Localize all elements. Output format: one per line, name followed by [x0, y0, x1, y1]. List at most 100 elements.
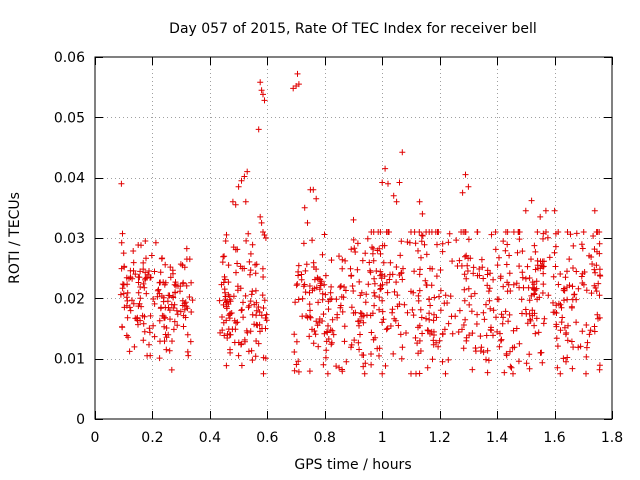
scatter-point	[563, 358, 569, 365]
scatter-point	[295, 81, 302, 88]
scatter-point	[354, 266, 361, 273]
scatter-point	[391, 315, 398, 322]
scatter-point	[262, 355, 269, 362]
scatter-point	[515, 358, 522, 365]
scatter-point	[468, 308, 475, 315]
scatter-point	[339, 265, 346, 272]
scatter-point	[294, 281, 301, 287]
chart-title: Day 057 of 2015, Rate Of TEC Index for r…	[169, 21, 537, 37]
scatter-point	[437, 267, 444, 273]
scatter-point	[295, 368, 302, 375]
scatter-point	[370, 257, 377, 264]
scatter-point	[564, 354, 571, 361]
scatter-point	[295, 296, 302, 303]
scatter-point	[564, 337, 571, 344]
scatter-point	[391, 288, 398, 295]
scatter-point	[478, 256, 485, 263]
scatter-point	[160, 294, 167, 301]
scatter-point	[132, 271, 139, 278]
scatter-point	[234, 319, 241, 326]
scatter-point	[220, 301, 227, 308]
scatter-point	[441, 300, 448, 307]
scatter-point	[229, 326, 236, 333]
scatter-point	[417, 306, 424, 313]
scatter-point	[256, 309, 263, 315]
scatter-point	[315, 343, 322, 350]
scatter-point	[147, 274, 154, 281]
scatter-point	[390, 192, 397, 199]
scatter-point	[216, 297, 223, 304]
scatter-point	[186, 294, 193, 300]
scatter-point	[570, 265, 576, 271]
scatter-point	[506, 270, 513, 277]
scatter-point	[142, 238, 149, 244]
scatter-point	[566, 282, 573, 289]
scatter-point	[596, 240, 603, 247]
scatter-point	[327, 289, 334, 296]
scatter-point	[243, 327, 250, 334]
scatter-point	[245, 230, 252, 237]
scatter-point	[322, 291, 329, 298]
scatter-point	[570, 344, 577, 351]
scatter-point	[573, 319, 580, 326]
scatter-point	[592, 269, 599, 276]
scatter-point	[594, 229, 601, 235]
scatter-point	[262, 235, 269, 241]
scatter-point	[365, 281, 372, 288]
scatter-point	[309, 326, 315, 333]
scatter-point	[364, 235, 371, 242]
scatter-point	[510, 281, 517, 288]
scatter-point	[233, 269, 239, 276]
scatter-point	[419, 210, 426, 217]
scatter-point	[220, 253, 227, 260]
scatter-point	[220, 279, 227, 286]
scatter-point	[492, 246, 499, 253]
scatter-point	[348, 272, 355, 279]
scatter-point	[341, 338, 348, 345]
scatter-point	[505, 281, 512, 288]
scatter-point	[229, 198, 236, 205]
scatter-point	[471, 290, 478, 297]
scatter-point	[313, 266, 320, 273]
scatter-point	[260, 274, 267, 280]
scatter-point	[454, 263, 461, 269]
scatter-point	[137, 284, 144, 290]
scatter-point	[526, 275, 533, 281]
scatter-point	[551, 207, 558, 214]
scatter-point	[189, 297, 196, 304]
scatter-point	[376, 245, 383, 252]
scatter-point	[553, 310, 560, 316]
scatter-point	[459, 326, 465, 333]
scatter-point	[156, 355, 163, 362]
scatter-point	[501, 369, 508, 376]
scatter-point	[261, 297, 268, 304]
scatter-point	[221, 273, 228, 280]
scatter-point	[523, 360, 530, 367]
scatter-point	[247, 298, 254, 305]
scatter-point	[230, 244, 237, 251]
scatter-point	[150, 296, 157, 302]
scatter-point	[327, 327, 334, 333]
scatter-point	[429, 265, 436, 272]
scatter-point	[384, 325, 391, 332]
scatter-point	[319, 251, 326, 258]
scatter-point	[485, 357, 492, 364]
scatter-point	[163, 334, 170, 341]
scatter-point	[439, 358, 446, 365]
scatter-point	[578, 241, 585, 248]
scatter-point	[429, 356, 436, 363]
scatter-point	[591, 266, 598, 273]
scatter-point	[497, 273, 504, 280]
scatter-point	[506, 311, 513, 318]
scatter-point	[240, 314, 247, 321]
scatter-point	[247, 250, 254, 257]
scatter-point	[302, 289, 309, 296]
scatter-point	[490, 332, 496, 339]
scatter-point	[555, 229, 562, 235]
scatter-point	[135, 279, 142, 286]
scatter-point	[397, 331, 404, 338]
scatter-point	[177, 308, 184, 315]
scatter-point	[241, 336, 248, 343]
scatter-point	[404, 309, 411, 316]
scatter-point	[156, 317, 163, 324]
